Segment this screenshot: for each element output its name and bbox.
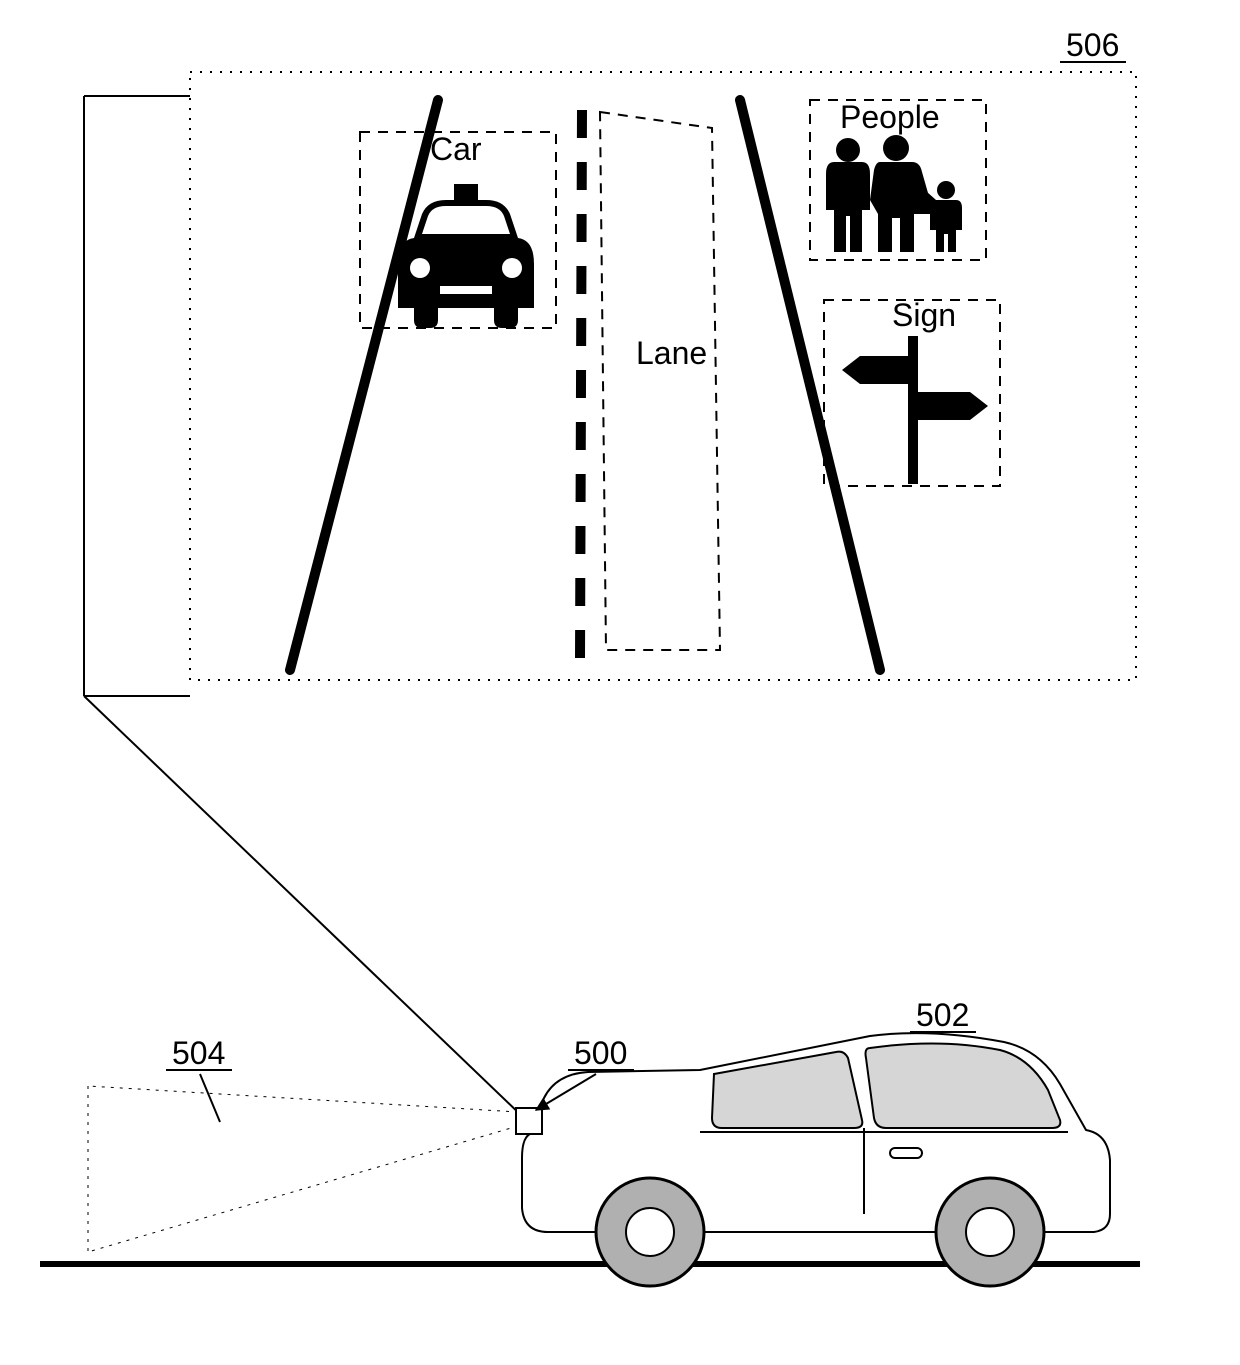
sensor-box [516, 1108, 542, 1134]
fov-line-1 [88, 1126, 518, 1252]
fov-line-0 [88, 1086, 518, 1112]
direction-sign-icon [842, 336, 988, 484]
callout-line-3 [84, 696, 524, 1118]
ref-sensor-text: 500 [574, 1035, 627, 1071]
ref-frame-text: 506 [1066, 27, 1119, 63]
fov-ref-pointer [200, 1074, 220, 1122]
road-edge-left [290, 100, 438, 670]
ref-car-text: 502 [916, 997, 969, 1033]
car-front-icon [398, 184, 534, 328]
detection-label-sign: Sign [892, 297, 956, 333]
detection-label-lane: Lane [636, 335, 707, 371]
camera-view-frame [190, 72, 1136, 680]
detection-label-people: People [840, 99, 940, 135]
people-icon [826, 135, 962, 252]
host-vehicle [522, 1033, 1110, 1286]
ref-fov-text: 504 [172, 1035, 225, 1071]
road-center-dash [580, 110, 582, 660]
detection-label-car: Car [430, 131, 482, 167]
detection-lane-poly [600, 112, 720, 650]
